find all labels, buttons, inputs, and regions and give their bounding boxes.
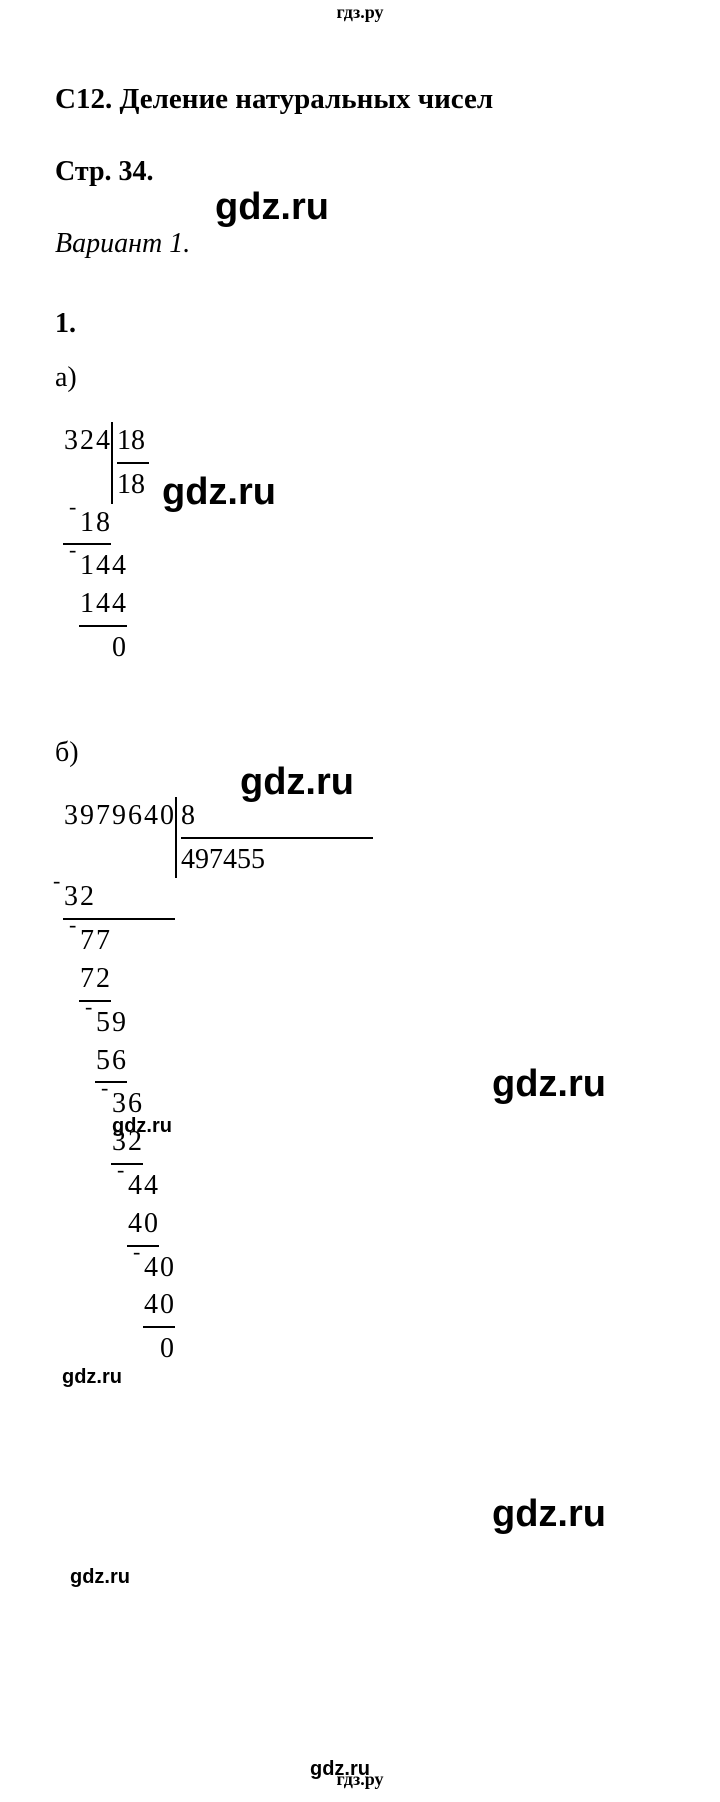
long-division-b: 39796408497455-32-7772-5956-3632-4440-40… bbox=[63, 797, 373, 1368]
dividend-digit: 3 bbox=[63, 797, 79, 835]
quotient: 18 bbox=[117, 462, 149, 504]
site-footer-label: гдз.ру bbox=[0, 1769, 720, 1790]
page: гдз.ру С12. Деление натуральных чисел Ст… bbox=[0, 0, 720, 1802]
part-a-label: а) bbox=[55, 362, 720, 394]
dividend-digit: 9 bbox=[79, 797, 95, 835]
step-digit: 4 bbox=[143, 1249, 159, 1287]
part-b-label: б) bbox=[55, 737, 720, 769]
dividend-digit: 9 bbox=[111, 797, 127, 835]
step-digit: 5 bbox=[95, 1004, 111, 1042]
variant-label: Вариант 1. bbox=[55, 228, 720, 260]
long-division-a: 3241818-18-1441440 bbox=[63, 422, 149, 667]
dividend-digit: 0 bbox=[159, 797, 175, 835]
step-digit: 2 bbox=[79, 878, 95, 916]
dividend-digit: 7 bbox=[95, 797, 111, 835]
minus-sign: - bbox=[69, 910, 76, 940]
watermark: gdz.ru bbox=[70, 1566, 130, 1589]
step-digit: 1 bbox=[79, 547, 95, 585]
dividend-digit: 6 bbox=[127, 797, 143, 835]
step-underline bbox=[63, 918, 175, 920]
step-underline bbox=[95, 1081, 127, 1083]
minus-sign: - bbox=[69, 535, 76, 565]
step-digit: 6 bbox=[111, 1042, 127, 1080]
step-digit: 8 bbox=[95, 504, 111, 542]
step-digit: 4 bbox=[111, 547, 127, 585]
step-digit: 4 bbox=[143, 1286, 159, 1324]
dividend-digit: 2 bbox=[79, 422, 95, 460]
section-title: С12. Деление натуральных чисел bbox=[55, 83, 720, 116]
step-underline bbox=[111, 1163, 143, 1165]
content-area: С12. Деление натуральных чисел Стр. 34. … bbox=[0, 23, 720, 1368]
step-underline bbox=[127, 1245, 159, 1247]
step-digit: 1 bbox=[79, 504, 95, 542]
divisor: 8 bbox=[181, 797, 373, 835]
step-digit: 2 bbox=[127, 1123, 143, 1161]
step-digit: 4 bbox=[143, 1167, 159, 1205]
minus-sign: - bbox=[53, 866, 60, 896]
minus-sign: - bbox=[85, 992, 92, 1022]
step-digit: 7 bbox=[79, 922, 95, 960]
step-digit: 1 bbox=[79, 585, 95, 623]
divisor: 18 bbox=[117, 422, 149, 460]
dividend-digit: 4 bbox=[95, 422, 111, 460]
page-reference: Стр. 34. bbox=[55, 156, 720, 188]
minus-sign: - bbox=[69, 492, 76, 522]
spacer bbox=[55, 667, 720, 737]
step-digit: 2 bbox=[95, 960, 111, 998]
step-digit: 3 bbox=[111, 1085, 127, 1123]
step-underline bbox=[79, 1000, 111, 1002]
step-digit: 0 bbox=[143, 1205, 159, 1243]
step-underline bbox=[79, 625, 127, 627]
quotient: 497455 bbox=[181, 837, 373, 879]
step-digit: 4 bbox=[95, 547, 111, 585]
step-digit: 0 bbox=[159, 1286, 175, 1324]
minus-sign: - bbox=[117, 1155, 124, 1185]
step-digit: 4 bbox=[127, 1167, 143, 1205]
step-digit: 6 bbox=[127, 1085, 143, 1123]
step-digit: 7 bbox=[95, 922, 111, 960]
step-digit: 4 bbox=[111, 585, 127, 623]
step-underline bbox=[143, 1326, 175, 1328]
minus-sign: - bbox=[133, 1237, 140, 1267]
minus-sign: - bbox=[101, 1073, 108, 1103]
step-digit: 0 bbox=[111, 629, 127, 667]
dividend-digit: 4 bbox=[143, 797, 159, 835]
problem-number: 1. bbox=[55, 308, 720, 340]
watermark: gdz.ru bbox=[62, 1366, 122, 1389]
step-digit: 0 bbox=[159, 1330, 175, 1368]
watermark: gdz.ru bbox=[492, 1493, 606, 1536]
site-header-label: гдз.ру bbox=[0, 0, 720, 23]
step-digit: 4 bbox=[95, 585, 111, 623]
step-digit: 0 bbox=[159, 1249, 175, 1287]
dividend-digit: 3 bbox=[63, 422, 79, 460]
step-digit: 9 bbox=[111, 1004, 127, 1042]
